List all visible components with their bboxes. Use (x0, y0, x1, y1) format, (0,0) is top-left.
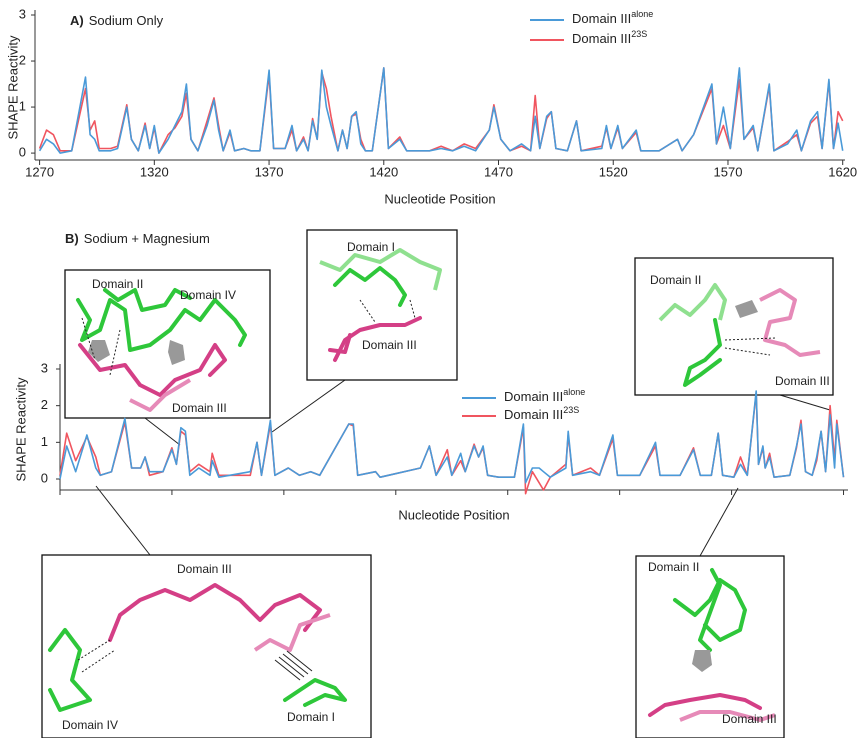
panel-text: Sodium Only (89, 13, 164, 28)
legend-label: Domain IIIalone (572, 9, 653, 26)
data-line (40, 68, 843, 153)
y-tick-label: 2 (41, 397, 48, 412)
x-tick-label: 1570 (714, 164, 743, 179)
connector (700, 488, 738, 556)
x-tick-label: 1370 (255, 164, 284, 179)
inset-label: Domain II (650, 273, 701, 287)
inset-label: Domain III (177, 562, 232, 576)
inset-structure: Domain II Domain IV Domain III (65, 270, 270, 418)
legend-name: Domain III (504, 389, 563, 404)
legend-name: Domain III (572, 11, 631, 26)
legend-label: Domain IIIalone (504, 387, 585, 404)
inset-label: Domain III (362, 338, 417, 352)
legend-label: Domain III23S (572, 29, 647, 46)
panel-letter: B) (65, 231, 79, 246)
x-axis-label: Nucleotide Position (398, 507, 509, 522)
x-tick-label: 1320 (140, 164, 169, 179)
y-axis-label: SHAPE Reactivity (13, 377, 28, 482)
legend-sup: 23S (563, 405, 579, 415)
panel-title: B) Sodium + Magnesium (65, 231, 210, 246)
inset-label: Domain III (172, 401, 227, 415)
inset-label: Domain I (347, 240, 395, 254)
y-tick-label: 0 (19, 145, 26, 160)
legend-sup: 23S (631, 29, 647, 39)
y-tick-label: 3 (41, 360, 48, 375)
y-tick-label: 3 (19, 6, 26, 21)
legend-sup: alone (563, 387, 585, 397)
inset-label: Domain I (287, 710, 335, 724)
connector (96, 486, 150, 555)
y-axis-label: SHAPE Reactivity (5, 35, 20, 140)
legend-sup: alone (631, 9, 653, 19)
inset-structure: Domain II Domain III (635, 258, 833, 395)
connector (780, 395, 830, 410)
inset-label: Domain II (648, 560, 699, 574)
panel-text: Sodium + Magnesium (84, 231, 210, 246)
legend-name: Domain III (504, 407, 563, 422)
x-tick-label: 1620 (828, 164, 857, 179)
panel-title: A) Sodium Only (70, 13, 164, 28)
connector (272, 380, 345, 432)
y-tick-label: 1 (41, 434, 48, 449)
x-tick-label: 1420 (369, 164, 398, 179)
inset-structure: Domain I Domain III (307, 230, 457, 380)
inset-label: Domain IV (180, 288, 236, 302)
panel-letter: A) (70, 13, 84, 28)
inset-label: Domain IV (62, 718, 118, 732)
inset-label: Domain III (722, 712, 777, 726)
connector (145, 418, 180, 445)
figure: Domain II Domain IV Domain III Domain I … (0, 0, 858, 738)
inset-label: Domain III (775, 374, 830, 388)
x-tick-label: 1270 (25, 164, 54, 179)
x-axis-label: Nucleotide Position (384, 191, 495, 206)
inset-structure: Domain II Domain III (636, 556, 784, 738)
x-tick-label: 1470 (484, 164, 513, 179)
x-tick-label: 1520 (599, 164, 628, 179)
legend-name: Domain III (572, 31, 631, 46)
inset-structure: Domain III Domain IV Domain I (42, 555, 371, 738)
inset-label: Domain II (92, 277, 143, 291)
y-tick-label: 0 (41, 470, 48, 485)
legend-label: Domain III23S (504, 405, 579, 422)
